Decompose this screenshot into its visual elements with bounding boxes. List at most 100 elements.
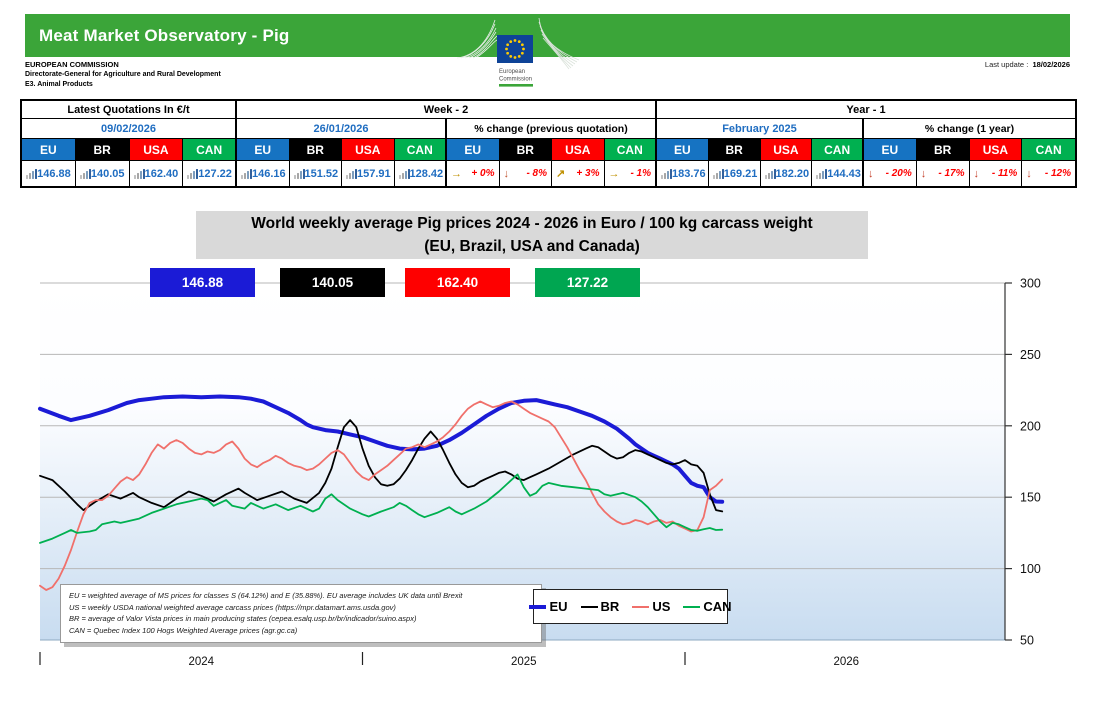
- logo-green-bar: [499, 84, 533, 87]
- legend-item-can: CAN: [683, 599, 732, 614]
- last-update-value: 18/02/2026: [1032, 60, 1070, 69]
- y-tick-label: 50: [1020, 634, 1034, 648]
- org-block: EUROPEAN COMMISSION Directorate-General …: [25, 60, 221, 89]
- pct-week2-can: → - 1%: [605, 161, 657, 186]
- mini-bar-icon: [133, 168, 145, 179]
- page-title: Meat Market Observatory - Pig: [39, 25, 290, 45]
- x-tick-label: 2024: [188, 656, 214, 668]
- trend-arrow-icon: ↓: [920, 167, 927, 180]
- pct-week2-usa: ↗ + 3%: [552, 161, 605, 186]
- country-header-usa: USA: [552, 139, 605, 161]
- country-header-br: BR: [289, 139, 342, 161]
- eu-commission-logo: European Commission: [456, 17, 580, 87]
- quote-year1-can: 144.43: [812, 161, 864, 186]
- chart-legend: EU BR US CAN: [529, 589, 732, 624]
- org-line2: Directorate-General for Agriculture and …: [25, 71, 221, 79]
- country-header-can: CAN: [812, 139, 864, 161]
- pct-year1-eu: ↓ - 20%: [864, 161, 917, 186]
- quote-week2-br: 151.52: [290, 161, 342, 186]
- country-header-usa: USA: [760, 139, 813, 161]
- week2-date: 26/01/2026: [237, 119, 447, 139]
- mini-bar-icon: [661, 168, 672, 179]
- x-tick-label: 2026: [833, 656, 859, 668]
- trend-arrow-icon: →: [608, 167, 620, 180]
- logo-wave-lines-right: [538, 17, 580, 70]
- country-header-usa: USA: [129, 139, 184, 161]
- year1-date: February 2025: [657, 119, 864, 139]
- quote-latest-eu: 146.88: [22, 161, 76, 186]
- series-line-can: [39, 473, 724, 544]
- series-line-us: [39, 400, 724, 591]
- source-footnote-box: EU = weighted average of MS prices for c…: [60, 584, 542, 643]
- country-header-eu: EU: [447, 139, 500, 161]
- quote-latest-usa: 162.40: [130, 161, 184, 186]
- legend-item-eu: EU: [529, 599, 568, 614]
- legend-line-swatch: [529, 604, 547, 609]
- year1-pct-title: % change (1 year): [864, 119, 1075, 139]
- country-header-can: CAN: [183, 139, 237, 161]
- last-update-label: Last update :: [984, 60, 1029, 69]
- footnote-us: US = weekly USDA national weighted avera…: [69, 602, 396, 612]
- quote-week2-usa: 157.91: [342, 161, 395, 186]
- pct-week2-eu: → + 0%: [447, 161, 500, 186]
- country-header-can: CAN: [394, 139, 447, 161]
- series-line-eu: [38, 394, 725, 504]
- quote-year1-eu: 183.76: [657, 161, 709, 186]
- pct-year1-br: ↓ - 17%: [917, 161, 970, 186]
- mini-bar-icon: [346, 168, 357, 179]
- mini-bar-icon: [241, 168, 252, 179]
- country-header-eu: EU: [22, 139, 76, 161]
- y-tick-label: 300: [1020, 277, 1041, 291]
- mini-bar-icon: [79, 168, 91, 179]
- last-update: Last update : 18/02/2026: [985, 60, 1070, 69]
- country-header-eu: EU: [657, 139, 709, 161]
- country-header-br: BR: [916, 139, 970, 161]
- quote-week2-eu: 146.16: [237, 161, 290, 186]
- mini-bar-icon: [712, 168, 724, 179]
- quote-latest-br: 140.05: [76, 161, 130, 186]
- mini-bar-icon: [26, 168, 37, 179]
- footnote-can: CAN = Quebec Index 100 Hogs Weighted Ave…: [69, 625, 298, 635]
- org-line1: EUROPEAN COMMISSION: [25, 60, 119, 69]
- legend-line-swatch: [683, 605, 701, 608]
- x-tick-label: 2025: [511, 656, 537, 668]
- trend-arrow-icon: ↓: [868, 167, 874, 180]
- legend-item-br: BR: [580, 599, 619, 614]
- series-line-br: [39, 419, 724, 513]
- section-title-year1: Year - 1: [657, 101, 1075, 119]
- y-tick-label: 100: [1020, 562, 1041, 576]
- callout-can: 127.22: [535, 268, 640, 297]
- country-header-eu: EU: [237, 139, 290, 161]
- country-header-br: BR: [75, 139, 130, 161]
- trend-arrow-icon: ↓: [973, 167, 980, 180]
- callout-br: 140.05: [280, 268, 385, 297]
- quote-year1-br: 169.21: [709, 161, 761, 186]
- pct-week2-br: ↓ - 8%: [500, 161, 552, 186]
- logo-wave-lines-left: [456, 19, 498, 59]
- week2-pct-title: % change (previous quotation): [447, 119, 657, 139]
- eu-flag-stars: [505, 39, 525, 59]
- trend-arrow-icon: ↗: [556, 168, 566, 180]
- country-header-usa: USA: [969, 139, 1023, 161]
- legend-line-swatch: [580, 605, 598, 608]
- section-title-week2: Week - 2: [237, 101, 657, 119]
- chart-title-line1: World weekly average Pig prices 2024 - 2…: [251, 215, 813, 232]
- quote-latest-can: 127.22: [183, 161, 237, 186]
- chart-title: World weekly average Pig prices 2024 - 2…: [196, 211, 868, 259]
- mini-bar-icon: [187, 168, 199, 179]
- trend-arrow-icon: →: [451, 167, 462, 180]
- header-banner: Meat Market Observatory - Pig: [25, 14, 1070, 57]
- mini-bar-icon: [398, 168, 410, 179]
- quotation-table: Latest Quotations In €/t Week - 2 Year -…: [20, 99, 1077, 188]
- legend-line-swatch: [632, 605, 650, 608]
- logo-caption-line1: European: [499, 69, 525, 75]
- mini-bar-icon: [816, 168, 828, 179]
- country-header-can: CAN: [1022, 139, 1075, 161]
- trend-arrow-icon: ↓: [1026, 167, 1032, 180]
- country-header-br: BR: [708, 139, 761, 161]
- mini-bar-icon: [293, 168, 305, 179]
- price-line-chart: 300 250 200 150 100 50 2024 2025 2026: [0, 260, 1093, 680]
- footnote-eu: EU = weighted average of MS prices for c…: [69, 591, 463, 600]
- latest-date: 09/02/2026: [22, 119, 237, 139]
